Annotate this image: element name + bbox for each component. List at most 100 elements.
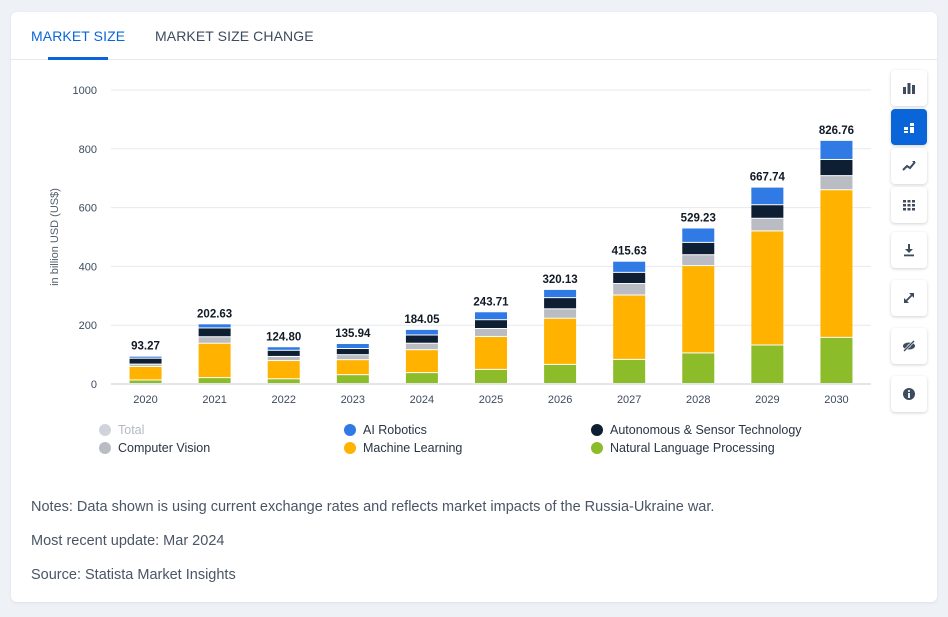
bar-segment <box>544 298 577 309</box>
table-grid-button[interactable] <box>891 187 927 223</box>
bar-segment <box>267 350 300 356</box>
bar-segment <box>405 329 438 335</box>
total-value-label: 93.27 <box>131 341 160 353</box>
total-value-label: 135.94 <box>335 328 371 340</box>
bar-segment <box>475 320 507 329</box>
bar-segment <box>129 356 162 358</box>
bar-segment <box>682 242 715 255</box>
legend-label: Machine Learning <box>363 441 463 455</box>
bar-segment <box>198 378 231 383</box>
bar-segment <box>336 360 369 375</box>
bar-segment <box>544 364 577 383</box>
chart-notes: Notes: Data shown is using current excha… <box>31 490 714 592</box>
chart-legend: Total AI Robotics Autonomous & Sensor Te… <box>11 423 811 463</box>
bar-segment <box>613 295 646 359</box>
legend-item-total[interactable]: Total <box>99 423 144 437</box>
download-icon <box>904 244 914 257</box>
x-tick-label: 2022 <box>271 394 295 406</box>
bar-segment <box>613 272 646 284</box>
total-value-label: 184.05 <box>404 314 440 326</box>
bar-segment <box>198 324 231 328</box>
bar-segment <box>336 375 369 383</box>
legend-dot <box>99 442 111 454</box>
fullscreen-button[interactable] <box>891 280 927 316</box>
bar-segment <box>613 284 646 295</box>
legend-dot <box>99 424 111 436</box>
trend-line-button[interactable] <box>891 148 927 184</box>
legend-dot <box>591 424 603 436</box>
info-button[interactable] <box>891 376 927 412</box>
bar-segment <box>682 353 715 383</box>
active-tab-indicator <box>48 57 108 60</box>
legend-item-machine-learning[interactable]: Machine Learning <box>344 441 462 455</box>
bar-segment <box>544 289 577 298</box>
tab-bar: MARKET SIZE MARKET SIZE CHANGE <box>11 12 937 60</box>
stacked-bar-chart: 0 200 400 600 800 1000 in billion USD (US$) 93.… <box>49 85 871 406</box>
bar-segment <box>682 228 715 242</box>
legend-item-computer-vision[interactable]: Computer Vision <box>99 441 210 455</box>
hide-button[interactable] <box>891 328 927 364</box>
bar-segment <box>336 344 369 349</box>
bar-segment <box>820 190 853 337</box>
x-tick-label: 2023 <box>341 394 365 406</box>
stacked-bar-button[interactable] <box>891 109 927 145</box>
x-tick-label: 2030 <box>824 394 848 406</box>
bar-segment <box>820 140 853 159</box>
bar-segment <box>198 343 231 378</box>
bar-segment <box>405 335 438 343</box>
tab-market-size[interactable]: MARKET SIZE <box>31 28 126 44</box>
y-tick-label: 600 <box>79 203 97 215</box>
bar-segment <box>267 356 300 361</box>
legend-item-autonomous-sensor[interactable]: Autonomous & Sensor Technology <box>591 423 802 437</box>
y-tick-label: 200 <box>79 320 97 332</box>
bar-segment <box>613 261 646 272</box>
bar-segment <box>267 379 300 383</box>
y-axis-label: in billion USD (US$) <box>49 188 61 286</box>
source-text: Source: Statista Market Insights <box>31 567 236 583</box>
bar-segment <box>544 318 577 364</box>
total-value-label: 667.74 <box>750 172 786 184</box>
trend-line-icon <box>902 161 916 171</box>
legend-item-ai-robotics[interactable]: AI Robotics <box>344 423 427 437</box>
legend-label: Autonomous & Sensor Technology <box>610 423 802 437</box>
total-value-label: 202.63 <box>197 308 232 320</box>
legend-label: Computer Vision <box>118 441 211 455</box>
legend-dot <box>344 424 356 436</box>
bar-segment <box>336 349 369 355</box>
bar-segment <box>613 359 646 383</box>
fullscreen-icon <box>904 293 914 303</box>
legend-dot <box>344 442 356 454</box>
stacked-bar-icon <box>904 123 914 133</box>
hide-eye-icon <box>903 340 915 352</box>
notes-text: Notes: Data shown is using current excha… <box>31 499 715 515</box>
x-tick-label: 2026 <box>548 394 572 406</box>
bar-segment <box>751 231 784 345</box>
bar-segment <box>751 187 784 205</box>
bar-segment <box>405 373 438 383</box>
legend-label: AI Robotics <box>363 423 427 437</box>
y-tick-label: 0 <box>91 379 97 391</box>
x-tick-label: 2020 <box>133 394 157 406</box>
bar-segment <box>682 266 715 353</box>
bar-segment <box>336 355 369 360</box>
bar-segment <box>751 205 784 218</box>
bar-segment <box>129 380 162 383</box>
bar-chart-button[interactable] <box>891 70 927 106</box>
x-tick-label: 2025 <box>479 394 503 406</box>
download-button[interactable] <box>891 232 927 268</box>
info-icon <box>903 388 915 400</box>
legend-item-nlp[interactable]: Natural Language Processing <box>591 441 775 455</box>
y-tick-label: 1000 <box>73 85 97 97</box>
legend-label: Natural Language Processing <box>610 441 775 455</box>
bar-segment <box>475 369 507 383</box>
update-text: Most recent update: Mar 2024 <box>31 533 225 549</box>
bar-segment <box>129 358 162 364</box>
bar-segment <box>820 337 853 383</box>
total-value-label: 529.23 <box>681 212 716 224</box>
bar-segment <box>198 337 231 343</box>
tab-market-size-change[interactable]: MARKET SIZE CHANGE <box>155 28 314 44</box>
legend-label: Total <box>118 423 145 437</box>
bar-segment <box>129 366 162 380</box>
y-tick-label: 400 <box>79 261 97 273</box>
total-value-label: 124.80 <box>266 331 301 343</box>
